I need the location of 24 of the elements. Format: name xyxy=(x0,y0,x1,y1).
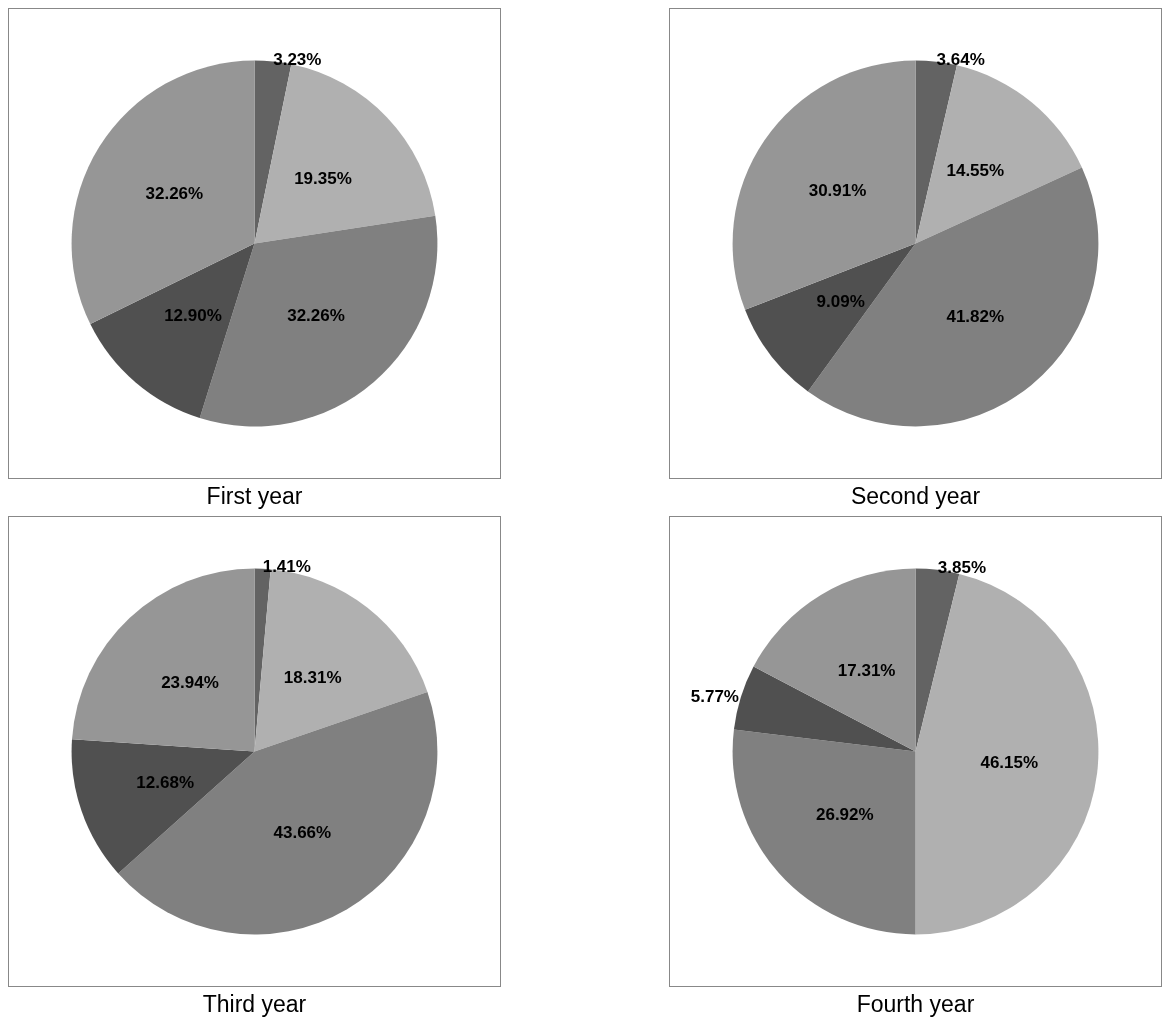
data-label: 1.41% xyxy=(262,557,311,577)
data-label: 23.94% xyxy=(161,673,219,693)
data-label: 3.23% xyxy=(273,50,322,70)
text: Second year xyxy=(849,483,982,510)
text: First year xyxy=(205,483,304,510)
data-label: 3.85% xyxy=(937,558,987,578)
data-label: 17.31% xyxy=(837,661,896,681)
data-label: 9.09% xyxy=(816,291,865,311)
data-label: 46.15% xyxy=(980,753,1039,773)
data-label: 5.77% xyxy=(690,687,739,707)
data-label: 41.82% xyxy=(946,307,1005,327)
data-label: 30.91% xyxy=(808,180,867,200)
text: Third year xyxy=(201,991,308,1018)
text: Fourth year xyxy=(855,991,976,1018)
data-label: 14.55% xyxy=(946,160,1005,180)
data-label: 26.92% xyxy=(815,804,874,824)
data-label: 12.90% xyxy=(164,305,222,325)
data-label: 3.64% xyxy=(936,50,985,70)
data-label: 43.66% xyxy=(273,823,332,843)
data-label: 19.35% xyxy=(294,168,352,188)
data-label: 32.26% xyxy=(287,305,345,325)
data-label: 18.31% xyxy=(283,667,342,687)
data-label: 12.68% xyxy=(136,772,195,792)
data-label: 32.26% xyxy=(145,184,204,204)
